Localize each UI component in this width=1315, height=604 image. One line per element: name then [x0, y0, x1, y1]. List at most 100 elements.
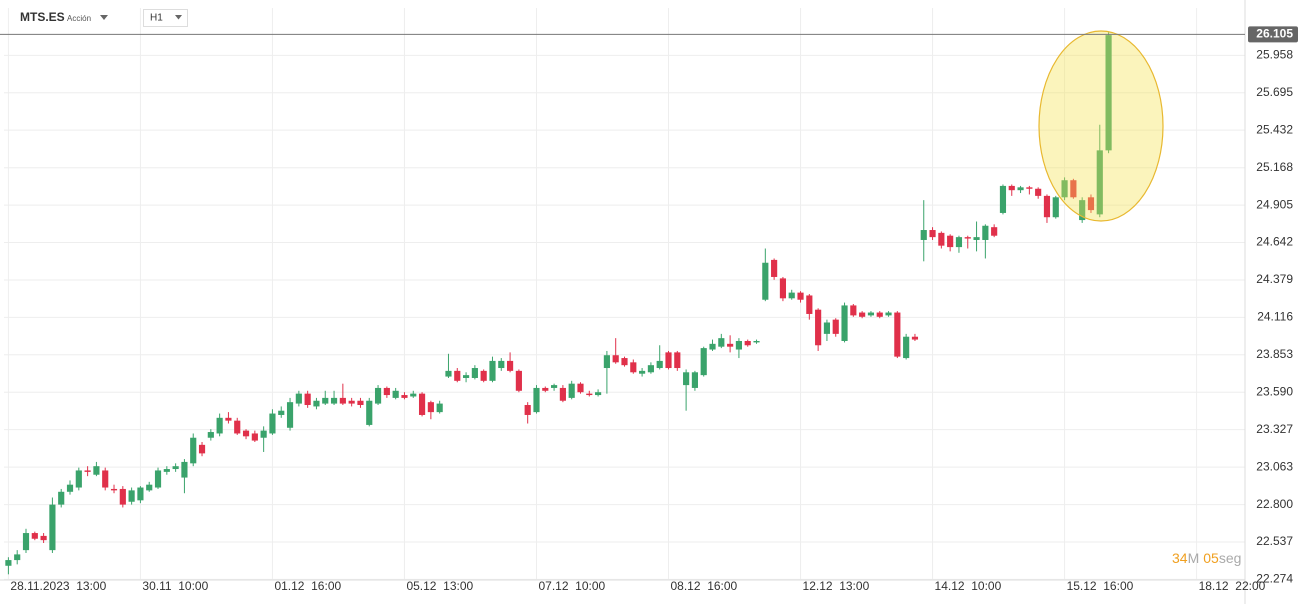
candle-body — [595, 392, 602, 396]
candle-body — [683, 372, 690, 386]
candle-body — [304, 393, 311, 406]
candle-body — [876, 312, 883, 317]
candle-body — [137, 487, 144, 501]
candle-body — [859, 312, 866, 317]
candle-body — [489, 360, 496, 381]
candle-body — [999, 185, 1007, 213]
y-tick-label: 24.642 — [1256, 235, 1293, 249]
last-price-tag — [1248, 26, 1298, 43]
candle-body — [1017, 187, 1024, 191]
candle-body — [559, 387, 566, 401]
candle-body — [700, 348, 707, 376]
candle-body — [278, 410, 285, 415]
candle-body — [454, 370, 461, 381]
candle-body — [885, 312, 892, 316]
x-tick-label: 12.12 13:00 — [803, 579, 870, 593]
candle-body — [84, 470, 91, 472]
last-price-label: 26.105 — [1256, 27, 1293, 41]
candle-body — [1070, 180, 1077, 198]
y-tick-label: 23.590 — [1256, 384, 1293, 398]
y-tick-label: 23.063 — [1256, 459, 1293, 473]
candle-body — [788, 292, 795, 299]
candle-body — [955, 237, 963, 248]
x-tick-label: 30.11 10:00 — [142, 579, 208, 593]
y-tick-label: 25.695 — [1256, 85, 1293, 99]
candle-body — [119, 488, 126, 505]
candle-body — [102, 470, 109, 488]
candle-body — [1008, 185, 1015, 191]
candle-body — [410, 393, 417, 397]
candle-body — [771, 259, 778, 277]
candle-body — [964, 237, 971, 239]
candle-body — [234, 420, 241, 434]
candle-body — [348, 400, 355, 404]
candle-body — [639, 370, 646, 374]
countdown-minutes-unit: M — [1188, 550, 1200, 566]
candle-body — [630, 362, 637, 373]
candle-body — [14, 554, 21, 561]
candle-body — [524, 405, 531, 415]
candle-body — [75, 470, 82, 488]
candle-body — [146, 484, 153, 491]
y-tick-label: 23.853 — [1256, 347, 1293, 361]
candle-body — [374, 387, 382, 404]
candle-body — [533, 387, 540, 413]
countdown-seconds-unit: seg — [1219, 550, 1242, 566]
candle-body — [128, 490, 135, 502]
candle-body — [709, 343, 716, 350]
candles — [5, 32, 1112, 575]
candle-body — [172, 466, 179, 470]
candle-body — [612, 355, 619, 363]
y-tick-label: 22.274 — [1256, 572, 1293, 586]
candle-body — [383, 387, 390, 396]
candle-body — [5, 560, 12, 566]
symbol-dropdown[interactable] — [100, 15, 108, 20]
x-tick-label: 01.12 16:00 — [274, 579, 341, 593]
candle-body — [674, 352, 681, 369]
candle-body — [903, 336, 910, 359]
candle-body — [1052, 197, 1059, 218]
candle-body — [744, 340, 751, 346]
candle-body — [1035, 188, 1042, 196]
timeframe-select[interactable] — [143, 9, 188, 27]
candle-body — [207, 432, 214, 438]
candle-body — [603, 355, 610, 369]
candle-body — [181, 461, 188, 478]
candle-body — [911, 336, 919, 340]
y-tick-label: 24.379 — [1256, 272, 1293, 286]
candle-body — [779, 278, 787, 299]
candle-body — [850, 305, 857, 316]
candle-body — [1096, 150, 1103, 215]
candle-body — [40, 535, 47, 541]
candle-body — [515, 370, 522, 391]
candle-body — [49, 504, 56, 551]
candle-body — [991, 227, 998, 236]
candle-body — [894, 312, 901, 357]
candle-body — [727, 343, 734, 347]
candle-body — [647, 365, 654, 373]
candle-body — [806, 295, 813, 314]
candle-body — [198, 444, 206, 454]
candle-body — [163, 469, 170, 472]
candle-body — [753, 340, 760, 343]
y-tick-label: 24.116 — [1257, 310, 1293, 324]
candle-body — [66, 484, 74, 492]
candle-body — [418, 393, 426, 415]
candle-body — [269, 413, 276, 434]
symbol: MTS.ES — [20, 10, 65, 24]
candle-body — [436, 403, 443, 413]
candle-body — [1105, 35, 1112, 151]
candle-body — [58, 491, 65, 505]
candle-body — [286, 402, 294, 428]
candle-body — [718, 338, 725, 347]
candle-body — [1079, 200, 1086, 221]
candle-body — [568, 383, 575, 398]
grid — [4, 8, 1245, 580]
candle-body — [947, 235, 954, 248]
candle-body — [656, 360, 663, 369]
candle-body — [867, 312, 875, 316]
x-tick-label: 15.12 16:00 — [1067, 579, 1134, 593]
candle-body — [665, 352, 672, 369]
countdown-seconds: 05 — [1203, 550, 1219, 566]
